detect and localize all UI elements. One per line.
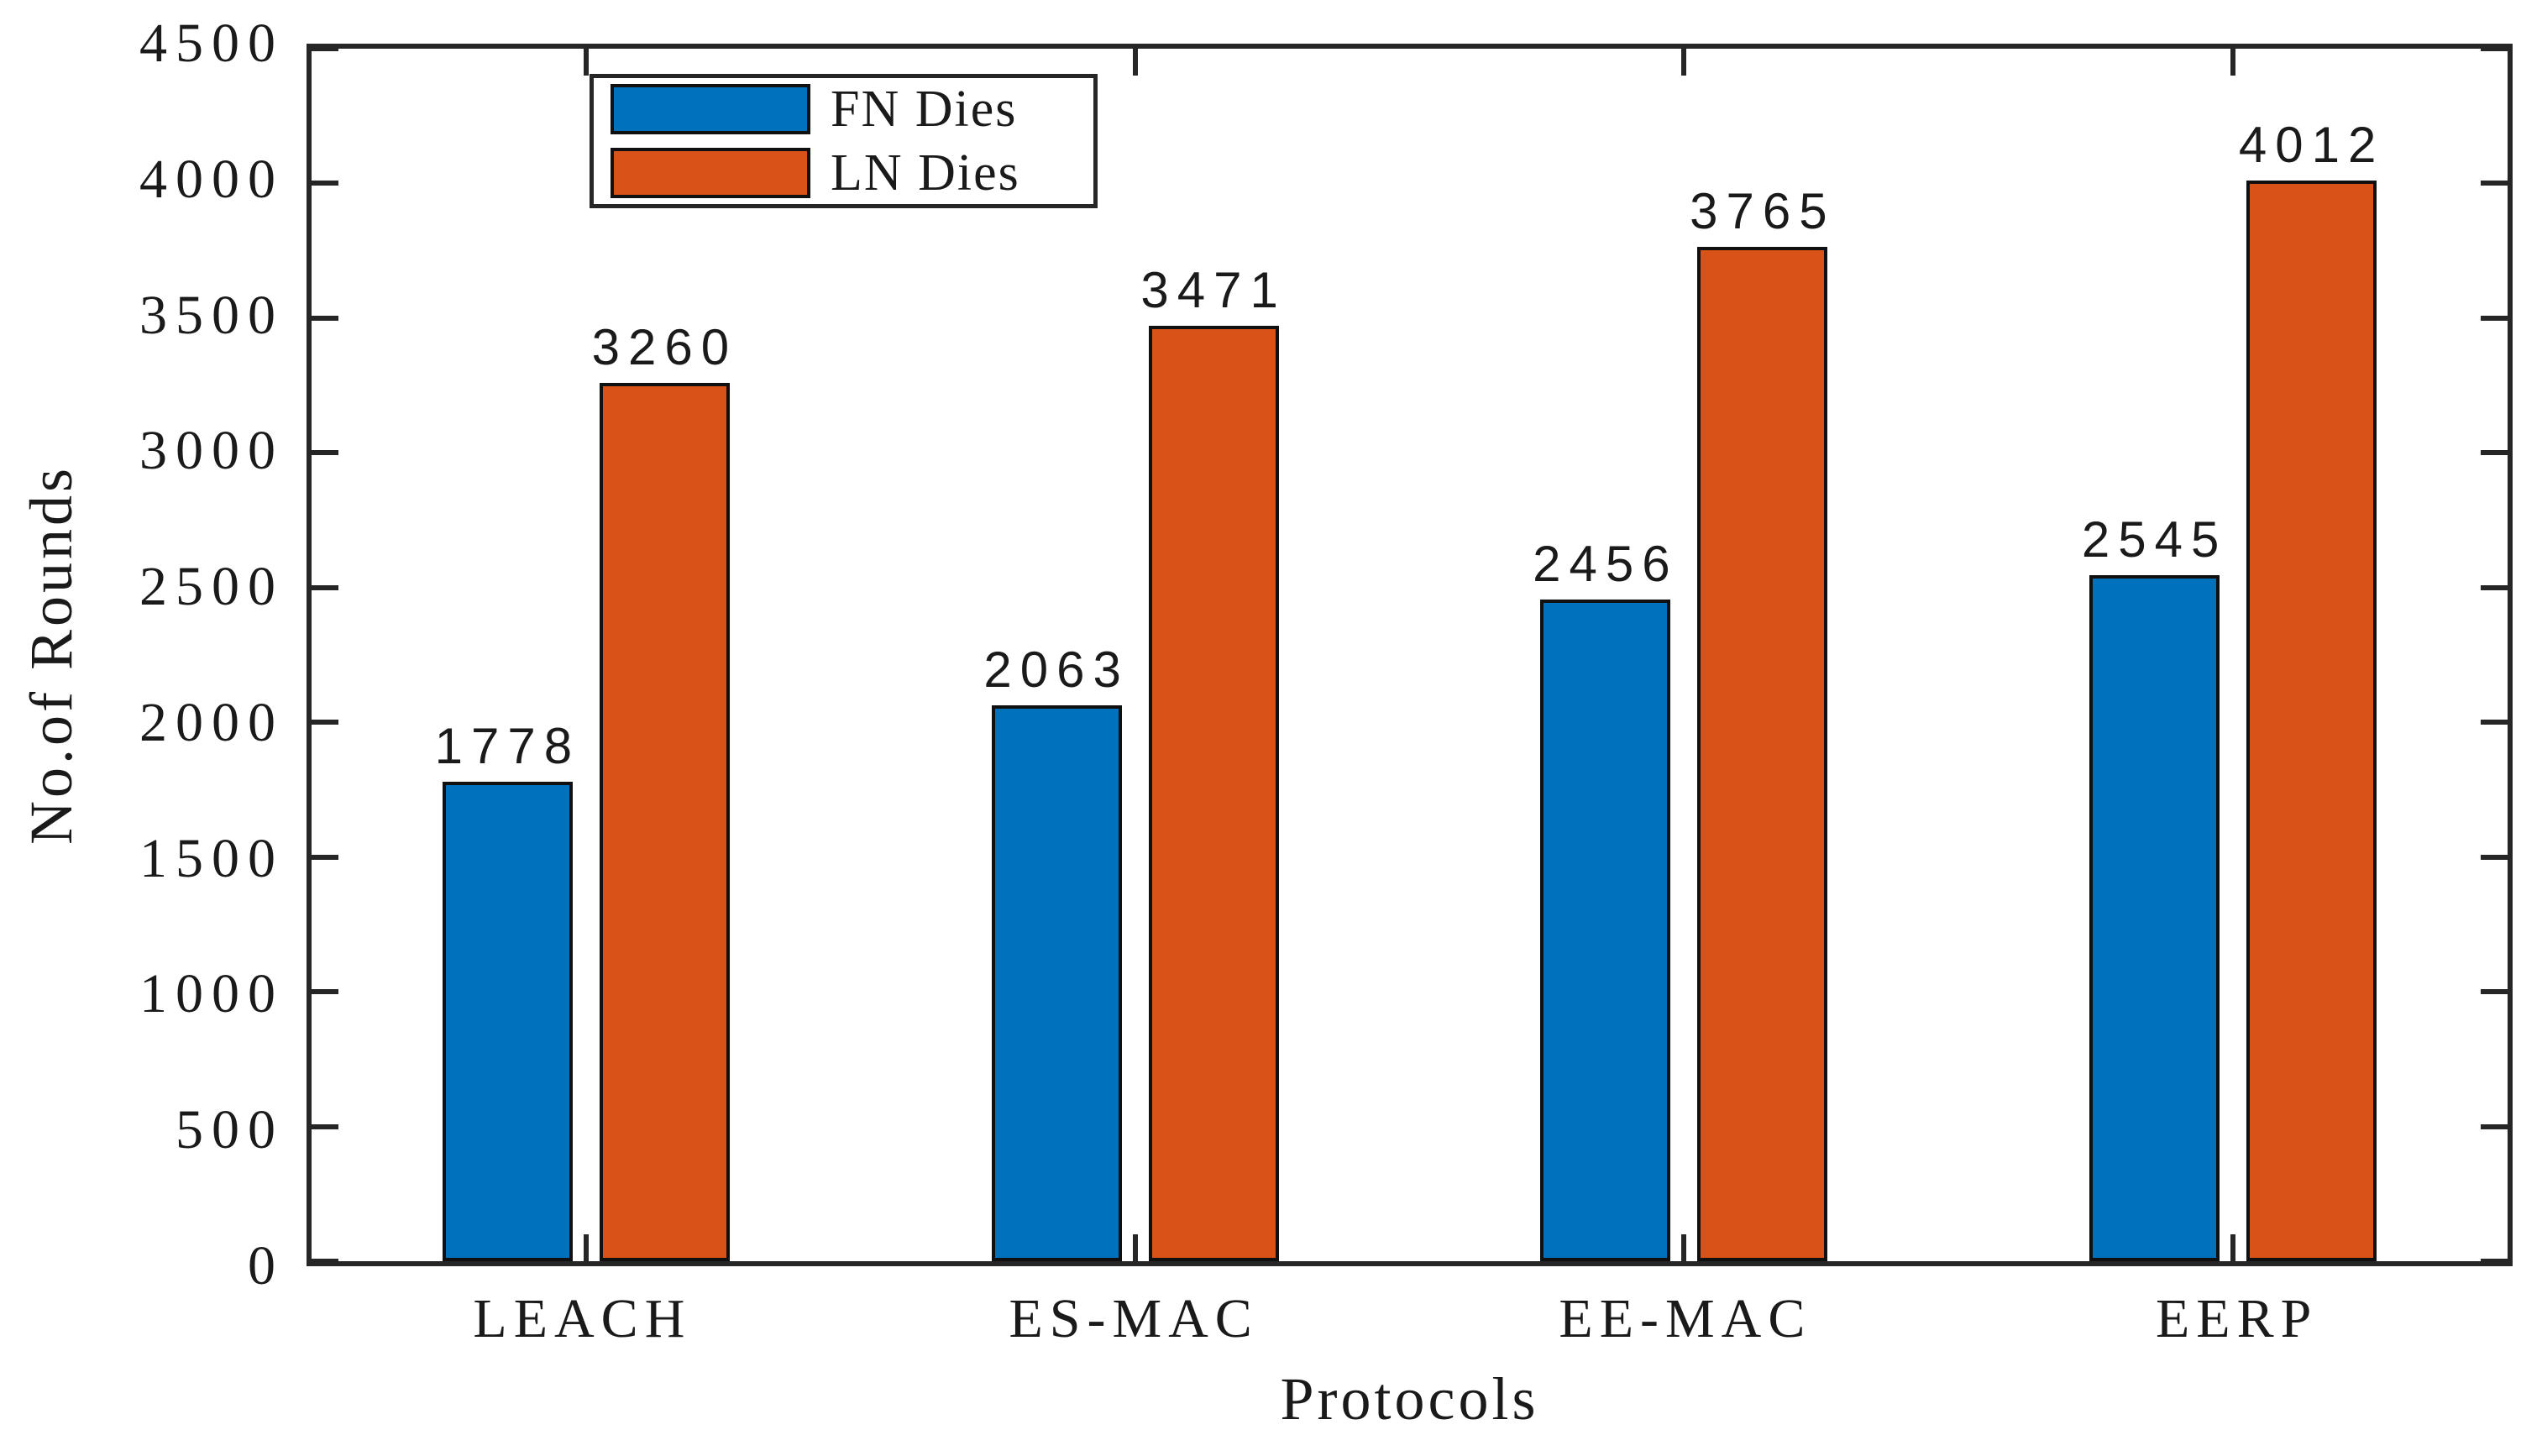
bar-ln-dies-ee-mac (1697, 246, 1828, 1261)
legend-row-ln-dies: LN Dies (594, 145, 1093, 201)
y-tick-mark-left (312, 315, 338, 321)
legend-label-ln-dies: LN Dies (831, 144, 1020, 202)
bar-value-label-ln-dies-ee-mac: 3765 (1690, 182, 1836, 239)
x-tick-mark-bottom (1681, 1234, 1687, 1261)
y-tick-label: 2500 (139, 556, 284, 618)
y-tick-labels: 0 500 1000 1500 2000 2500 3000 3500 4000 4500 (0, 16, 284, 1294)
bar-value-label-ln-dies-es-mac: 3471 (1140, 262, 1287, 319)
y-tick-label: 4000 (139, 148, 284, 210)
y-tick-label: 2000 (139, 691, 284, 753)
x-tick-mark-bottom (583, 1234, 589, 1261)
bar-value-label-fn-dies-eerp: 2545 (2081, 511, 2228, 568)
bar-fn-dies-eerp (2089, 575, 2220, 1261)
y-tick-mark-right (2481, 1123, 2508, 1129)
y-tick-mark-right (2481, 584, 2508, 590)
x-tick-label: ES-MAC (1009, 1288, 1259, 1349)
bar-value-label-ln-dies-eerp: 4012 (2238, 116, 2385, 173)
bar-ln-dies-es-mac (1148, 326, 1279, 1261)
legend-swatch-fn-dies (611, 84, 810, 134)
x-tick-mark-bottom (2230, 1234, 2236, 1261)
y-tick-label: 1500 (139, 827, 284, 889)
bar-value-label-fn-dies-leach: 1778 (434, 718, 581, 775)
x-tick-mark-top (583, 49, 589, 76)
bar-value-label-fn-dies-es-mac: 2063 (983, 642, 1129, 699)
y-tick-mark-right (2481, 854, 2508, 860)
legend: FN Dies LN Dies (590, 74, 1098, 208)
bar-fn-dies-es-mac (991, 705, 1122, 1261)
x-tick-label: LEACH (473, 1288, 692, 1349)
legend-row-fn-dies: FN Dies (594, 81, 1093, 137)
bar-value-label-ln-dies-leach: 3260 (591, 318, 738, 375)
y-tick-mark-left (312, 584, 338, 590)
x-tick-labels: LEACH ES-MAC EE-MAC EERP (307, 1291, 2513, 1367)
y-tick-mark-left (312, 181, 338, 186)
y-tick-label: 3500 (139, 284, 284, 346)
bar-ln-dies-leach (599, 382, 730, 1261)
y-tick-mark-right (2481, 450, 2508, 456)
y-tick-label: 1000 (139, 963, 284, 1025)
y-tick-mark-right (2481, 315, 2508, 321)
bar-value-label-fn-dies-ee-mac: 2456 (1533, 535, 1679, 592)
y-tick-label: 3000 (139, 420, 284, 482)
x-tick-mark-bottom (1132, 1234, 1138, 1261)
x-tick-label: EE-MAC (1559, 1288, 1812, 1349)
y-tick-label: 4500 (139, 13, 284, 74)
y-tick-mark-left (312, 720, 338, 725)
y-tick-label: 0 (248, 1235, 284, 1296)
bar-ln-dies-eerp (2246, 180, 2377, 1261)
y-tick-mark-left (312, 46, 338, 51)
y-tick-mark-right (2481, 46, 2508, 51)
bar-fn-dies-ee-mac (1540, 599, 1671, 1261)
x-axis-title: Protocols (1280, 1365, 1539, 1432)
x-tick-mark-top (1681, 49, 1687, 76)
y-tick-mark-left (312, 1123, 338, 1129)
x-tick-label: EERP (2155, 1288, 2319, 1349)
y-tick-mark-right (2481, 181, 2508, 186)
legend-label-fn-dies: FN Dies (831, 81, 1018, 138)
y-tick-mark-right (2481, 720, 2508, 725)
x-tick-mark-top (2230, 49, 2236, 76)
y-tick-label: 500 (176, 1099, 284, 1161)
y-tick-mark-right (2481, 989, 2508, 995)
legend-swatch-ln-dies (611, 148, 810, 198)
y-tick-mark-left (312, 450, 338, 456)
y-tick-mark-right (2481, 1259, 2508, 1264)
bar-fn-dies-leach (442, 782, 573, 1261)
plot-area: 1778 3260 2063 3471 2456 3765 2545 4012 (307, 44, 2513, 1266)
y-tick-mark-left (312, 1259, 338, 1264)
y-tick-mark-left (312, 989, 338, 995)
y-tick-mark-left (312, 854, 338, 860)
x-tick-mark-top (1132, 49, 1138, 76)
